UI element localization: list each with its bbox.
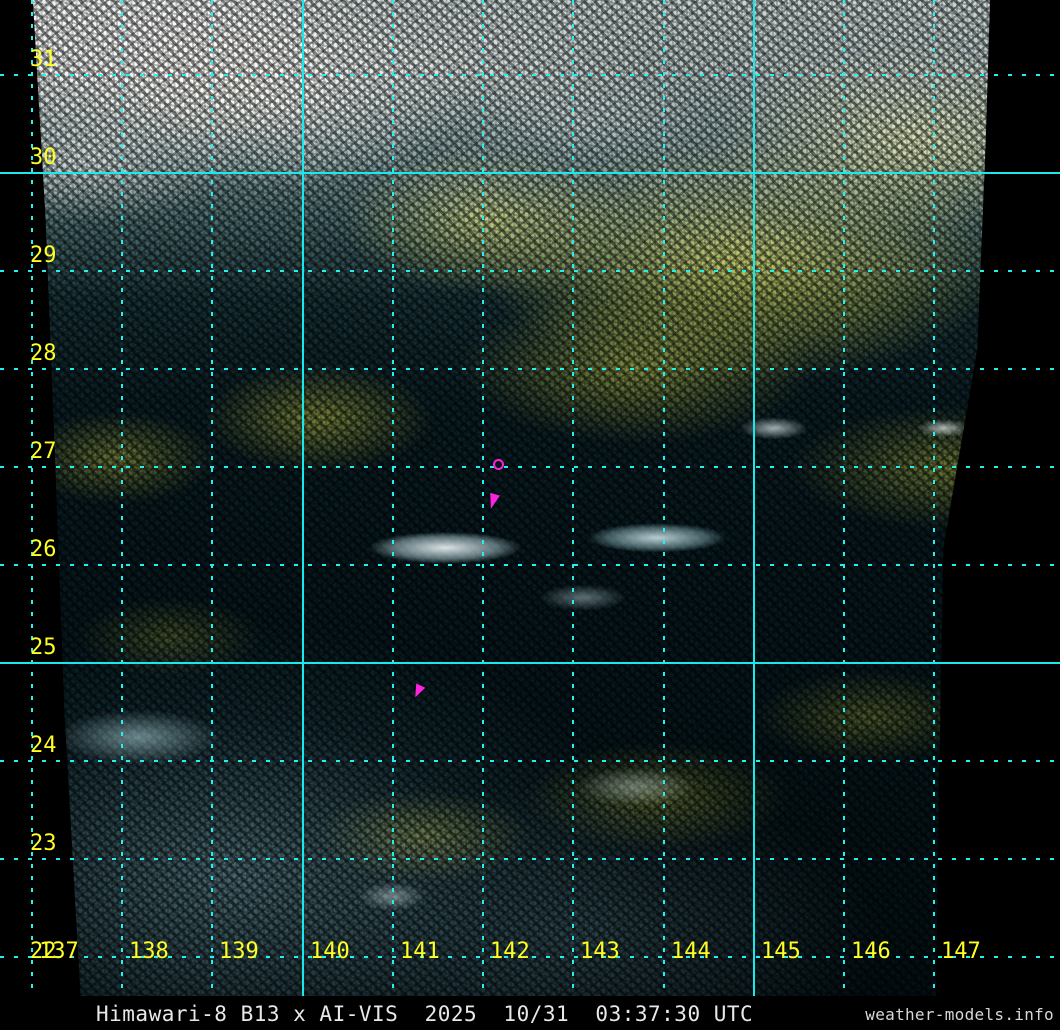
gridline-lat-31 (0, 74, 1060, 76)
lat-label-31: 31 (30, 47, 57, 72)
lat-label-29: 29 (30, 243, 57, 268)
lon-label-139: 139 (219, 939, 259, 964)
product-caption: Himawari-8 B13 x AI-VIS 2025 10/31 03:37… (96, 1002, 754, 1026)
gridline-lat-30 (0, 172, 1060, 174)
lon-label-138: 138 (129, 939, 169, 964)
gridline-lat-24 (0, 760, 1060, 762)
lat-label-28: 28 (30, 341, 57, 366)
gridline-lon-144 (663, 0, 665, 996)
gridline-lat-27 (0, 466, 1060, 468)
lon-label-137: 137 (39, 939, 79, 964)
lon-label-147: 147 (941, 939, 981, 964)
lon-label-143: 143 (580, 939, 620, 964)
gridline-lat-23 (0, 858, 1060, 860)
lon-label-141: 141 (400, 939, 440, 964)
gridline-lon-140 (302, 0, 304, 996)
gridline-lon-141 (392, 0, 394, 996)
gridline-lon-143 (572, 0, 574, 996)
satellite-swath (32, 0, 991, 996)
gridline-lat-26 (0, 564, 1060, 566)
gridline-lat-22 (0, 956, 1060, 958)
gridline-lon-147 (933, 0, 935, 996)
lat-label-22: 22 (30, 939, 57, 964)
lon-label-144: 144 (671, 939, 711, 964)
lon-label-145: 145 (761, 939, 801, 964)
satellite-image-panel: 31 30 29 28 27 26 25 24 23 22 137 138 13… (0, 0, 1060, 996)
lat-label-25: 25 (30, 635, 57, 660)
gridline-lon-142 (482, 0, 484, 996)
lat-label-24: 24 (30, 733, 57, 758)
lat-label-27: 27 (30, 439, 57, 464)
storm-center-circle-marker[interactable] (493, 459, 504, 470)
gridline-lon-138 (121, 0, 123, 996)
lon-label-140: 140 (310, 939, 350, 964)
lat-label-26: 26 (30, 537, 57, 562)
lon-label-142: 142 (490, 939, 530, 964)
lat-label-23: 23 (30, 831, 57, 856)
gridline-lon-146 (843, 0, 845, 996)
gridline-lat-28 (0, 368, 1060, 370)
gridline-lon-145 (753, 0, 755, 996)
caption-bar: Himawari-8 B13 x AI-VIS 2025 10/31 03:37… (0, 996, 1060, 1030)
gridline-lat-25 (0, 662, 1060, 664)
lon-label-146: 146 (851, 939, 891, 964)
gridline-lat-29 (0, 270, 1060, 272)
gridline-lon-137 (31, 0, 33, 996)
gridline-lon-139 (211, 0, 213, 996)
site-watermark: weather-models.info (865, 1005, 1054, 1024)
graticule-overlay: 31 30 29 28 27 26 25 24 23 22 137 138 13… (0, 0, 1060, 996)
lat-label-30: 30 (30, 145, 57, 170)
high-cloud-streaks (32, 0, 991, 996)
